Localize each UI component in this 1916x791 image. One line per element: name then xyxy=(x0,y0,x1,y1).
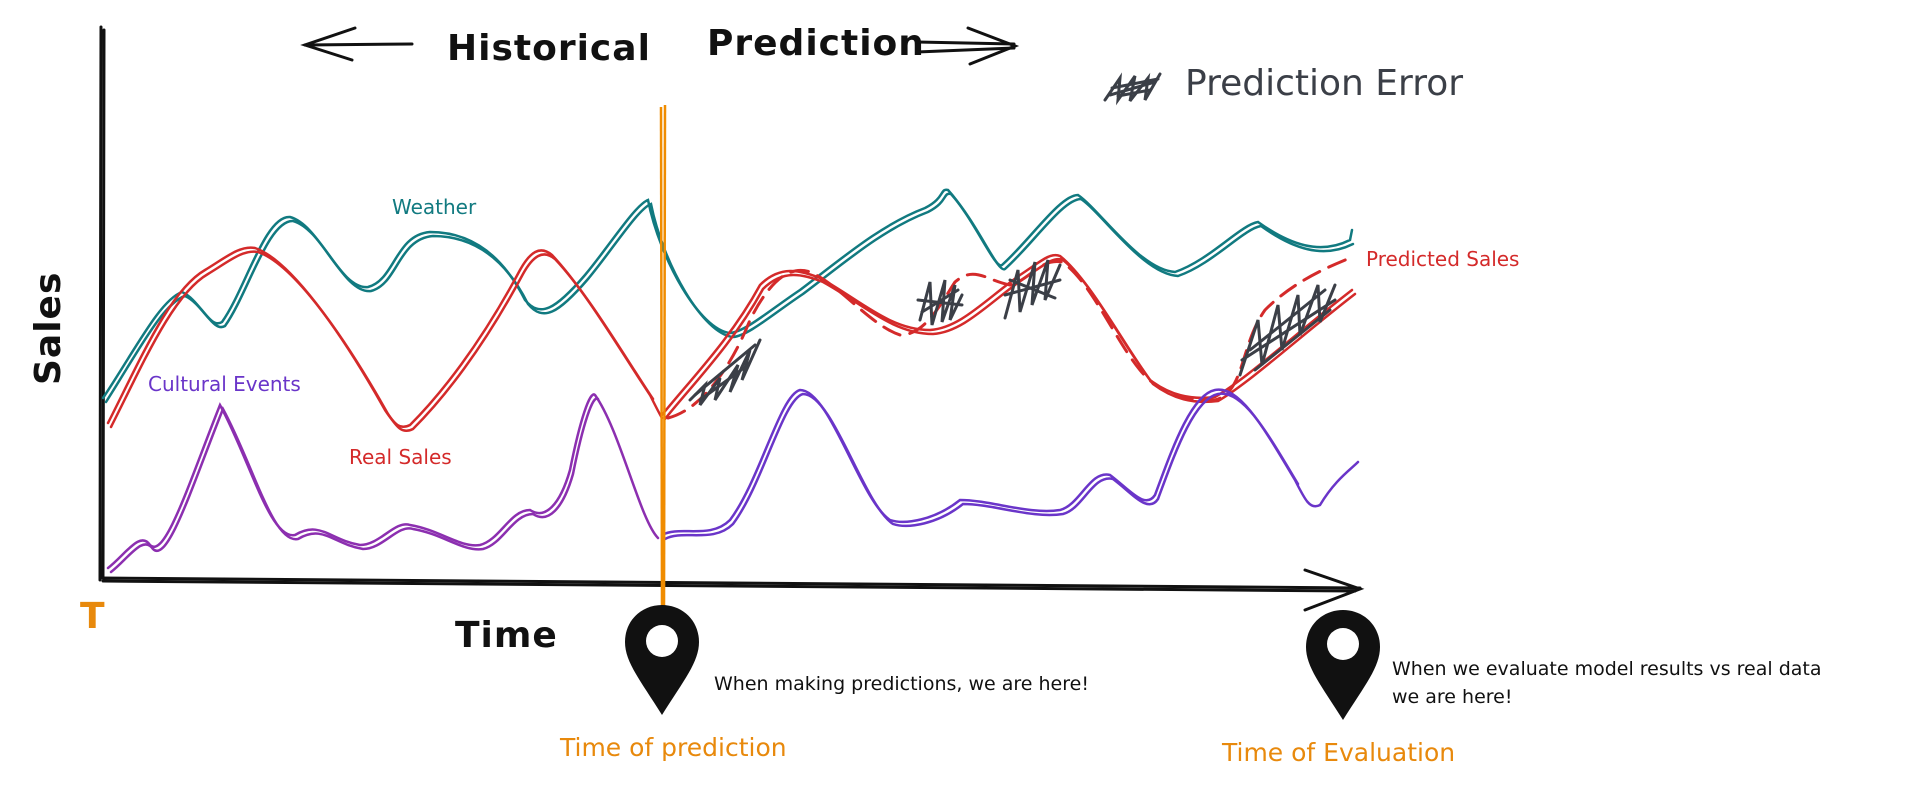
cultural-events-label: Cultural Events xyxy=(148,372,301,396)
prediction-location-pin-icon xyxy=(625,605,699,715)
error-region-3-cross xyxy=(1003,278,1062,300)
historical-label: Historical xyxy=(447,28,651,69)
prediction-time-line xyxy=(659,104,667,611)
y-axis xyxy=(98,25,106,582)
predicted-sales-label: Predicted Sales xyxy=(1366,247,1519,271)
time-of-prediction-label: Time of prediction xyxy=(559,733,787,762)
weather-series xyxy=(101,188,1355,404)
y-axis-label: Sales xyxy=(28,272,69,385)
evaluation-note-line-2: we are here! xyxy=(1392,686,1512,708)
error-region-4-cross xyxy=(1240,288,1337,372)
prediction-header-label: Prediction xyxy=(707,23,925,64)
x-axis-label: Time xyxy=(455,615,558,656)
evaluation-location-pin-icon xyxy=(1306,610,1380,720)
prediction-arrow xyxy=(915,26,1020,66)
prediction-error-label: Prediction Error xyxy=(1185,63,1463,104)
time-origin-label: T xyxy=(80,596,106,637)
historical-arrow xyxy=(300,26,414,62)
prediction-note: When making predictions, we are here! xyxy=(714,673,1089,695)
error-region-2-cross xyxy=(916,288,964,314)
evaluation-note-line-1: When we evaluate model results vs real d… xyxy=(1392,658,1822,680)
error-region-2 xyxy=(918,279,964,326)
time-of-evaluation-label: Time of Evaluation xyxy=(1221,738,1455,767)
predicted-sales-series xyxy=(666,256,1352,420)
weather-label: Weather xyxy=(392,195,477,219)
real-sales-label: Real Sales xyxy=(349,445,452,469)
error-region-1-cross xyxy=(693,343,757,402)
prediction-error-regions xyxy=(688,259,1337,406)
cultural-events-series xyxy=(106,388,1360,574)
prediction-error-legend-swatch xyxy=(1103,72,1162,106)
x-axis xyxy=(98,568,1365,612)
